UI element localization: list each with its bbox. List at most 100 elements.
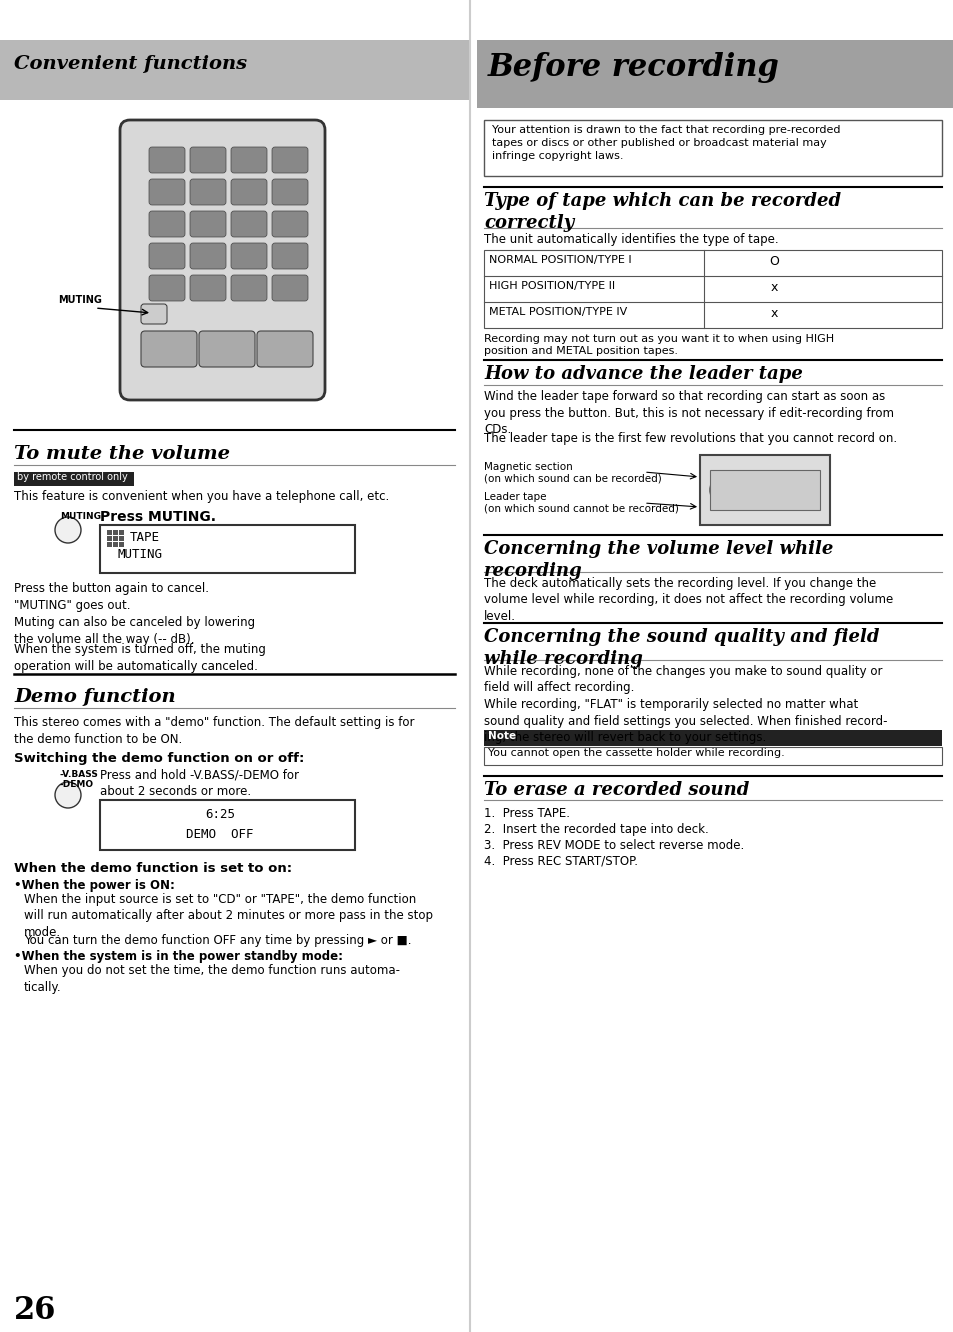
FancyBboxPatch shape xyxy=(190,242,226,269)
Text: When the system is turned off, the muting
operation will be automatically cancel: When the system is turned off, the mutin… xyxy=(14,643,266,673)
Text: When the input source is set to "CD" or "TAPE", the demo function
will run autom: When the input source is set to "CD" or … xyxy=(24,892,433,939)
Bar xyxy=(119,530,124,535)
Text: 26: 26 xyxy=(14,1295,56,1325)
Text: Demo function: Demo function xyxy=(14,689,175,706)
Bar xyxy=(709,470,820,510)
FancyBboxPatch shape xyxy=(190,274,226,301)
Text: Before recording: Before recording xyxy=(488,52,779,83)
FancyBboxPatch shape xyxy=(149,210,185,237)
Bar xyxy=(107,530,112,535)
Text: TAPE: TAPE xyxy=(130,531,160,543)
Bar xyxy=(476,40,953,108)
FancyBboxPatch shape xyxy=(231,210,267,237)
FancyBboxPatch shape xyxy=(149,274,185,301)
Text: While recording, none of the changes you make to sound quality or
field will aff: While recording, none of the changes you… xyxy=(483,665,886,745)
Text: 3.  Press REV MODE to select reverse mode.: 3. Press REV MODE to select reverse mode… xyxy=(483,839,743,852)
Text: NORMAL POSITION/TYPE I: NORMAL POSITION/TYPE I xyxy=(489,254,631,265)
Text: O: O xyxy=(768,254,778,268)
Bar xyxy=(483,747,941,765)
FancyBboxPatch shape xyxy=(199,330,254,368)
Text: The deck automatically sets the recording level. If you change the
volume level : The deck automatically sets the recordin… xyxy=(483,577,892,623)
Text: Type of tape which can be recorded
correctly: Type of tape which can be recorded corre… xyxy=(483,192,841,232)
FancyBboxPatch shape xyxy=(141,304,167,324)
Text: x: x xyxy=(769,281,777,294)
Bar xyxy=(700,456,829,525)
Text: MUTING: MUTING xyxy=(58,294,102,305)
Text: Concerning the volume level while
recording: Concerning the volume level while record… xyxy=(483,539,833,581)
Text: The leader tape is the first few revolutions that you cannot record on.: The leader tape is the first few revolut… xyxy=(483,432,896,445)
FancyBboxPatch shape xyxy=(272,147,308,173)
Bar xyxy=(483,250,941,328)
Text: You cannot open the cassette holder while recording.: You cannot open the cassette holder whil… xyxy=(488,749,784,758)
Text: by remote control only: by remote control only xyxy=(17,472,128,482)
Text: To mute the volume: To mute the volume xyxy=(14,445,230,464)
FancyBboxPatch shape xyxy=(231,178,267,205)
Bar xyxy=(107,535,112,541)
Text: •When the power is ON:: •When the power is ON: xyxy=(14,879,174,892)
FancyBboxPatch shape xyxy=(231,147,267,173)
Bar xyxy=(14,472,133,486)
FancyBboxPatch shape xyxy=(272,178,308,205)
Text: •When the system is in the power standby mode:: •When the system is in the power standby… xyxy=(14,950,343,963)
Bar xyxy=(107,542,112,547)
Bar xyxy=(112,535,118,541)
FancyBboxPatch shape xyxy=(190,147,226,173)
Bar xyxy=(112,530,118,535)
Bar xyxy=(0,40,470,100)
Text: Press the button again to cancel.
"MUTING" goes out.
Muting can also be canceled: Press the button again to cancel. "MUTIN… xyxy=(14,582,254,646)
Text: -V.BASS
-DEMO: -V.BASS -DEMO xyxy=(60,770,99,790)
Bar xyxy=(100,525,355,573)
Text: METAL POSITION/TYPE IV: METAL POSITION/TYPE IV xyxy=(489,306,626,317)
Text: Note: Note xyxy=(488,731,516,741)
Text: MUTING: MUTING xyxy=(60,511,101,521)
Circle shape xyxy=(709,472,745,507)
Text: 6:25: 6:25 xyxy=(205,809,234,821)
FancyBboxPatch shape xyxy=(272,242,308,269)
Text: MUTING: MUTING xyxy=(118,547,163,561)
Text: DEMO  OFF: DEMO OFF xyxy=(186,829,253,840)
Text: Magnetic section
(on which sound can be recorded): Magnetic section (on which sound can be … xyxy=(483,462,661,484)
Text: Convenient functions: Convenient functions xyxy=(14,55,247,73)
Text: Your attention is drawn to the fact that recording pre-recorded
tapes or discs o: Your attention is drawn to the fact that… xyxy=(492,125,840,161)
FancyBboxPatch shape xyxy=(149,178,185,205)
Text: Leader tape
(on which sound cannot be recorded): Leader tape (on which sound cannot be re… xyxy=(483,492,679,514)
Text: 4.  Press REC START/STOP.: 4. Press REC START/STOP. xyxy=(483,855,638,868)
Bar xyxy=(119,535,124,541)
FancyBboxPatch shape xyxy=(141,330,196,368)
FancyBboxPatch shape xyxy=(272,274,308,301)
Bar xyxy=(100,801,355,850)
Text: HIGH POSITION/TYPE II: HIGH POSITION/TYPE II xyxy=(489,281,615,290)
Text: This feature is convenient when you have a telephone call, etc.: This feature is convenient when you have… xyxy=(14,490,389,503)
Bar xyxy=(119,542,124,547)
FancyBboxPatch shape xyxy=(272,210,308,237)
FancyBboxPatch shape xyxy=(120,120,325,400)
Text: x: x xyxy=(769,306,777,320)
FancyBboxPatch shape xyxy=(231,274,267,301)
Bar xyxy=(483,120,941,176)
Text: You can turn the demo function OFF any time by pressing ► or ■.: You can turn the demo function OFF any t… xyxy=(24,934,411,947)
FancyBboxPatch shape xyxy=(256,330,313,368)
Bar xyxy=(112,542,118,547)
FancyBboxPatch shape xyxy=(231,242,267,269)
Text: Recording may not turn out as you want it to when using HIGH
position and METAL : Recording may not turn out as you want i… xyxy=(483,334,833,357)
Text: When you do not set the time, the demo function runs automa-
tically.: When you do not set the time, the demo f… xyxy=(24,964,399,994)
Text: Concerning the sound quality and field
while recording: Concerning the sound quality and field w… xyxy=(483,627,879,669)
Text: Switching the demo function on or off:: Switching the demo function on or off: xyxy=(14,753,304,765)
Bar xyxy=(483,730,941,746)
Text: To erase a recorded sound: To erase a recorded sound xyxy=(483,781,749,799)
Circle shape xyxy=(776,472,812,507)
Text: Wind the leader tape forward so that recording can start as soon as
you press th: Wind the leader tape forward so that rec… xyxy=(483,390,893,436)
Text: This stereo comes with a "demo" function. The default setting is for
the demo fu: This stereo comes with a "demo" function… xyxy=(14,717,414,746)
Text: How to advance the leader tape: How to advance the leader tape xyxy=(483,365,802,384)
FancyBboxPatch shape xyxy=(190,178,226,205)
Circle shape xyxy=(55,517,81,543)
Text: 2.  Insert the recorded tape into deck.: 2. Insert the recorded tape into deck. xyxy=(483,823,708,836)
Circle shape xyxy=(55,782,81,809)
Text: Press MUTING.: Press MUTING. xyxy=(100,510,215,523)
FancyBboxPatch shape xyxy=(149,242,185,269)
Text: When the demo function is set to on:: When the demo function is set to on: xyxy=(14,862,292,875)
FancyBboxPatch shape xyxy=(190,210,226,237)
FancyBboxPatch shape xyxy=(149,147,185,173)
Text: Press and hold -V.BASS/-DEMO for
about 2 seconds or more.: Press and hold -V.BASS/-DEMO for about 2… xyxy=(100,769,298,798)
Text: The unit automatically identifies the type of tape.: The unit automatically identifies the ty… xyxy=(483,233,778,246)
